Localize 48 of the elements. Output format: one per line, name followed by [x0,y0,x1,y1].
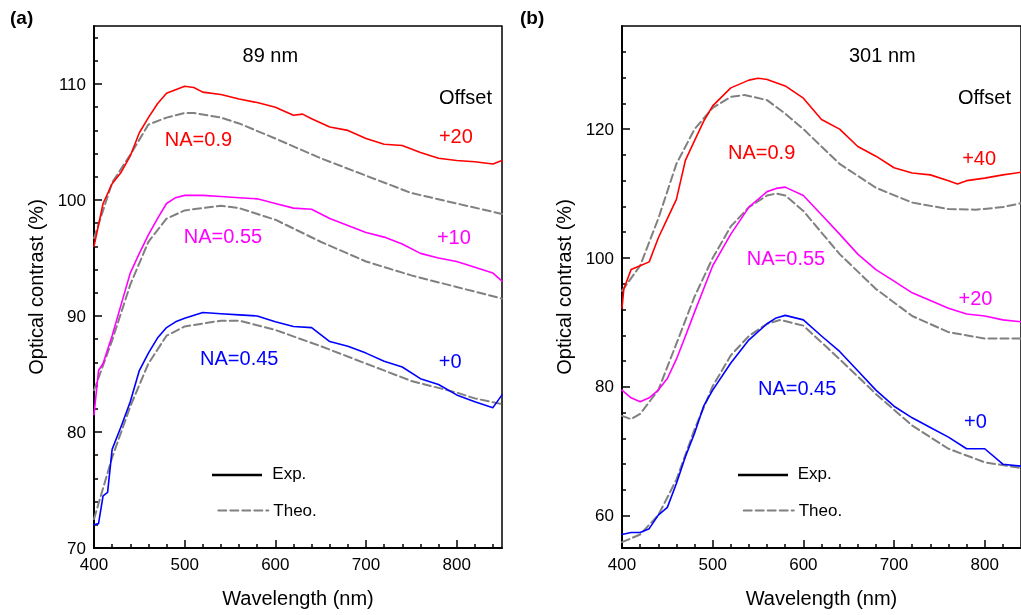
series-label: NA=0.9 [728,140,796,163]
annotation: Offset [958,86,1012,109]
line-series [93,194,503,416]
annotation: +20 [438,125,473,148]
text: (a) [10,7,34,28]
y-tick-label: 60 [595,506,614,526]
line-series [93,204,503,392]
series-label: NA=0.55 [746,246,826,269]
x-tick-label: 500 [170,555,199,574]
text: (b) [520,7,545,28]
x-tick-label: 400 [607,555,637,574]
y-tick-label: 80 [595,377,614,397]
y-axis-title: Optical contrast (%) [25,199,47,375]
y-tick-label: 120 [585,119,614,139]
legend-label: Theo. [273,500,317,520]
x-axis-title: Wavelength (nm) [222,587,374,609]
series-label: NA=0.55 [183,224,263,247]
y-tick-label: 70 [67,538,86,558]
annotation: +40 [962,146,997,169]
x-tick-label: 700 [879,555,909,574]
line-series [93,85,503,248]
annotation: +10 [436,225,471,248]
annotation: +20 [958,287,993,310]
y-tick-label: 90 [67,306,86,326]
annotation: +0 [964,410,987,433]
annotation: Exp. [272,463,307,483]
legend-label: Theo. [798,500,843,520]
y-tick-label: 100 [57,190,86,210]
x-tick-label: 800 [970,555,999,574]
annotation: Offset [439,86,493,109]
series-label: NA=0.45 [200,346,279,369]
annotation: +0 [438,350,462,373]
text: 89 nm [242,44,299,66]
y-tick-label: 100 [585,248,614,268]
annotation: Exp. [797,463,832,483]
x-tick-label: 700 [351,555,381,574]
text: 301 nm [849,44,916,66]
x-tick-label: 400 [79,555,109,574]
y-axis-title: Optical contrast (%) [553,199,575,375]
series-label: NA=0.9 [164,127,233,150]
y-tick-label: 110 [58,74,86,94]
x-tick-label: 500 [698,555,727,574]
x-axis-title: Wavelength (nm) [745,587,898,609]
x-tick-label: 600 [261,555,290,574]
x-tick-label: 600 [789,555,818,574]
series-label: NA=0.45 [757,376,837,399]
x-tick-label: 800 [442,555,471,574]
y-tick-label: 80 [67,422,86,442]
